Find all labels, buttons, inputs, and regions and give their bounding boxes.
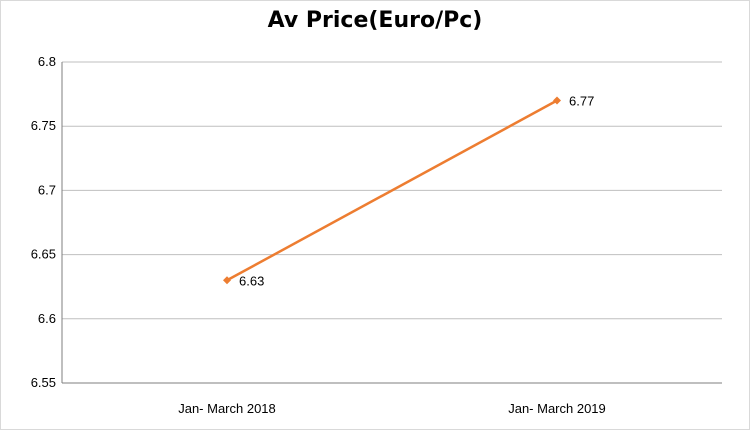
y-tick-label: 6.7 [38, 182, 56, 197]
chart-title: Av Price(Euro/Pc) [267, 8, 483, 33]
data-point-marker [553, 96, 561, 105]
y-tick-label: 6.8 [38, 54, 56, 69]
data-point-marker [223, 276, 231, 285]
data-label: 6.63 [239, 273, 264, 288]
y-tick-label: 6.65 [31, 247, 56, 262]
y-tick-label: 6.6 [38, 311, 56, 326]
y-tick-label: 6.55 [31, 375, 56, 390]
x-tick-label: Jan- March 2018 [178, 401, 276, 416]
series-line [226, 99, 558, 282]
x-tick-label: Jan- March 2019 [508, 401, 606, 416]
y-tick-label: 6.75 [31, 118, 56, 133]
data-label: 6.77 [569, 94, 594, 109]
